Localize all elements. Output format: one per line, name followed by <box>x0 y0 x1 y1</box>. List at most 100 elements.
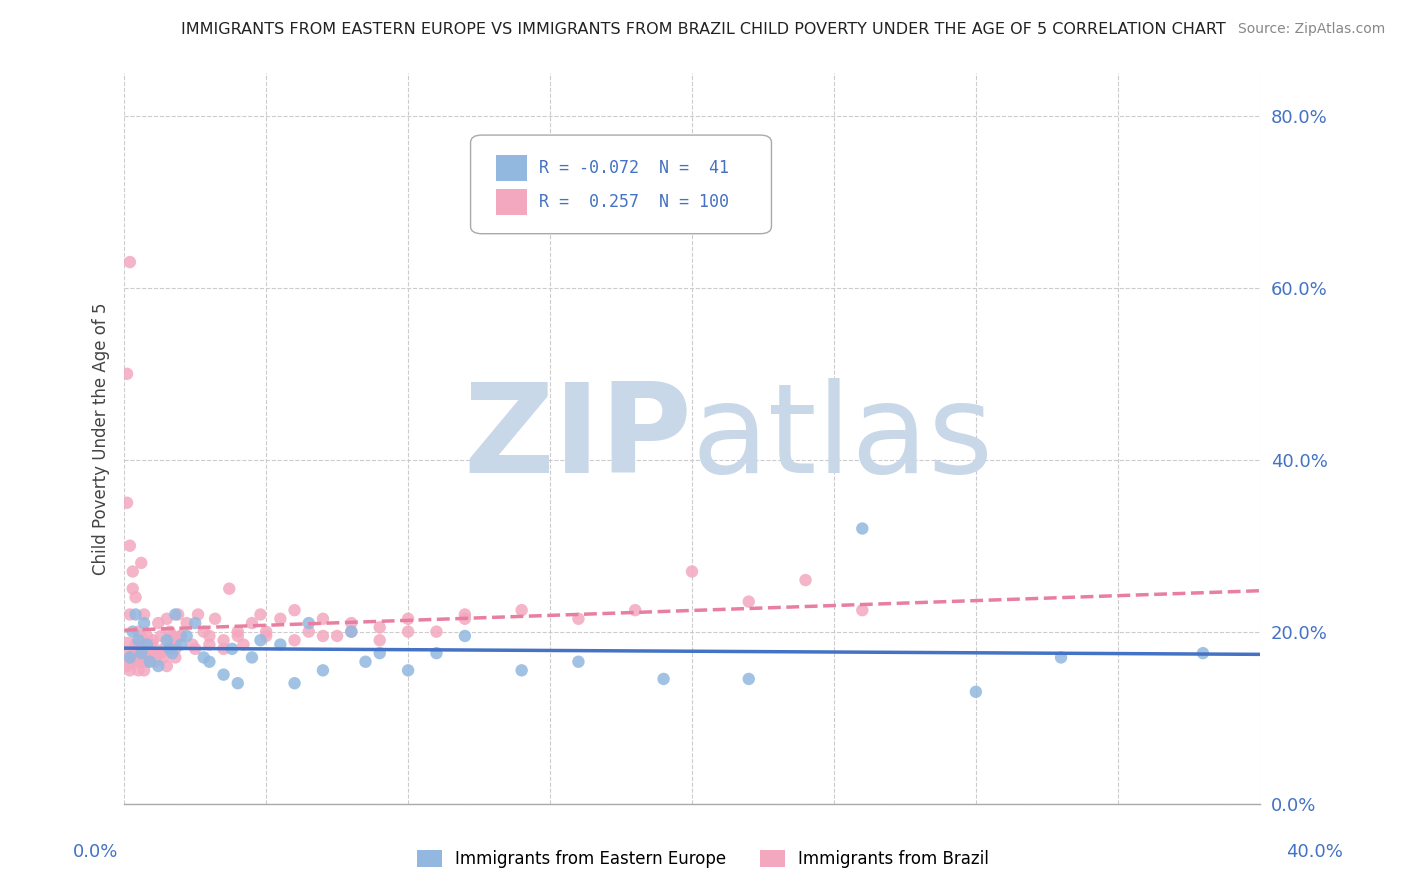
Point <box>738 672 761 686</box>
Point <box>198 638 221 652</box>
Point <box>425 624 447 639</box>
Point <box>510 663 533 677</box>
Point <box>567 612 589 626</box>
Point <box>1192 646 1215 660</box>
Point <box>312 612 335 626</box>
Point <box>170 629 193 643</box>
Point <box>1050 650 1073 665</box>
Point <box>254 629 277 643</box>
Text: atlas: atlas <box>692 378 994 499</box>
Point <box>193 624 215 639</box>
Point <box>396 663 419 677</box>
Point <box>198 629 221 643</box>
Point <box>132 616 155 631</box>
Point <box>249 607 271 622</box>
Point <box>115 367 138 381</box>
Point <box>794 573 817 587</box>
Point <box>132 655 155 669</box>
Text: Source: ZipAtlas.com: Source: ZipAtlas.com <box>1237 22 1385 37</box>
Point <box>165 641 187 656</box>
Point <box>340 624 363 639</box>
Point <box>162 646 184 660</box>
Point <box>150 646 173 660</box>
Point <box>198 655 221 669</box>
Point <box>181 638 204 652</box>
Point <box>136 638 159 652</box>
Point <box>681 565 703 579</box>
Point <box>965 685 987 699</box>
Point <box>567 655 589 669</box>
Point <box>254 624 277 639</box>
Y-axis label: Child Poverty Under the Age of 5: Child Poverty Under the Age of 5 <box>93 302 110 574</box>
Point <box>184 641 207 656</box>
Point <box>368 633 391 648</box>
Point <box>226 629 249 643</box>
Point <box>354 655 377 669</box>
Text: ZIP: ZIP <box>463 378 692 499</box>
Point <box>269 638 291 652</box>
Point <box>340 624 363 639</box>
Point <box>326 629 349 643</box>
Point <box>127 633 149 648</box>
Point <box>115 496 138 510</box>
Point <box>142 633 165 648</box>
Point <box>121 565 143 579</box>
Point <box>425 646 447 660</box>
Point <box>283 633 305 648</box>
Point <box>454 612 477 626</box>
Point <box>136 655 159 669</box>
Point <box>167 607 190 622</box>
Point <box>176 629 198 643</box>
Point <box>454 629 477 643</box>
Point <box>212 641 235 656</box>
Point <box>396 612 419 626</box>
Point <box>142 638 165 652</box>
Point <box>368 620 391 634</box>
Point <box>738 594 761 608</box>
Point <box>162 629 184 643</box>
Point <box>148 646 170 660</box>
Point <box>127 624 149 639</box>
Point <box>121 650 143 665</box>
Point <box>136 629 159 643</box>
Point <box>132 646 155 660</box>
Point <box>652 672 675 686</box>
Point <box>176 616 198 631</box>
Point <box>232 638 254 652</box>
Text: R =  0.257  N = 100: R = 0.257 N = 100 <box>538 194 728 211</box>
Point <box>148 659 170 673</box>
Point <box>153 650 176 665</box>
Point <box>124 591 146 605</box>
Point <box>118 255 141 269</box>
Point <box>124 655 146 669</box>
Point <box>118 650 141 665</box>
Point <box>165 650 187 665</box>
Point <box>121 646 143 660</box>
Point <box>212 667 235 681</box>
Point <box>249 633 271 648</box>
FancyBboxPatch shape <box>471 135 772 234</box>
Point <box>124 646 146 660</box>
Point <box>139 638 162 652</box>
Point <box>132 646 155 660</box>
Point <box>159 641 181 656</box>
Point <box>298 624 321 639</box>
Point <box>165 607 187 622</box>
Point <box>221 641 243 656</box>
Point <box>240 650 263 665</box>
Point <box>226 676 249 690</box>
Point <box>368 646 391 660</box>
Point <box>193 650 215 665</box>
Point <box>156 633 179 648</box>
Point <box>118 607 141 622</box>
Point <box>851 522 873 536</box>
Text: R = -0.072  N =  41: R = -0.072 N = 41 <box>538 159 728 177</box>
Point <box>139 650 162 665</box>
Point <box>340 616 363 631</box>
Point <box>145 655 167 669</box>
Point <box>510 603 533 617</box>
Point <box>165 638 187 652</box>
Point <box>129 638 152 652</box>
Point <box>312 629 335 643</box>
Point <box>127 663 149 677</box>
